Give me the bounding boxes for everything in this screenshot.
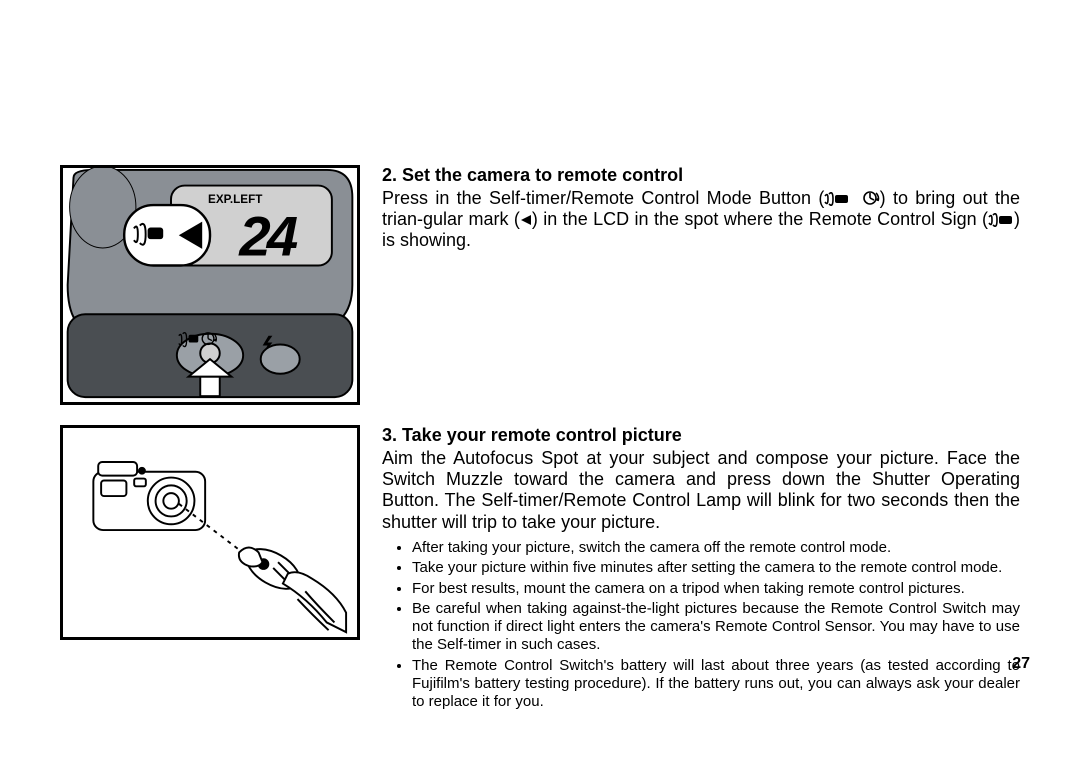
remote-use-illustration <box>63 428 357 637</box>
note-item: The Remote Control Switch's battery will… <box>412 657 1020 712</box>
note-item: Be careful when taking against-the-light… <box>412 600 1020 655</box>
camera-top-illustration: EXP.LEFT 24 <box>63 168 357 402</box>
section-3-row: 3. Take your remote control picture Aim … <box>60 425 1020 714</box>
section-2-row: EXP.LEFT 24 <box>60 165 1020 405</box>
note-item: Take your picture within five minutes af… <box>412 559 1020 577</box>
section-3-body: Aim the Autofocus Spot at your subject a… <box>382 448 1020 533</box>
section-2-body: Press in the Self-timer/Remote Control M… <box>382 188 1020 252</box>
section-3-notes: After taking your picture, switch the ca… <box>382 539 1020 712</box>
figure-camera-top: EXP.LEFT 24 <box>60 165 360 405</box>
figure-remote-use <box>60 425 360 640</box>
page-number: 27 <box>1012 655 1030 673</box>
s2-text-a: Press in the Self-timer/Remote Control M… <box>382 188 824 208</box>
lcd-number-text: 24 <box>238 205 298 268</box>
self-timer-icon <box>862 190 880 206</box>
note-item: For best results, mount the camera on a … <box>412 580 1020 598</box>
remote-icon <box>988 213 1014 227</box>
triangle-left-icon <box>520 214 532 226</box>
section-3-heading: 3. Take your remote control picture <box>382 425 1020 446</box>
remote-icon <box>824 192 854 206</box>
s2-text-c: ) in the LCD in the spot where the Remot… <box>532 209 988 229</box>
note-item: After taking your picture, switch the ca… <box>412 539 1020 557</box>
section-2-heading: 2. Set the camera to remote control <box>382 165 1020 186</box>
